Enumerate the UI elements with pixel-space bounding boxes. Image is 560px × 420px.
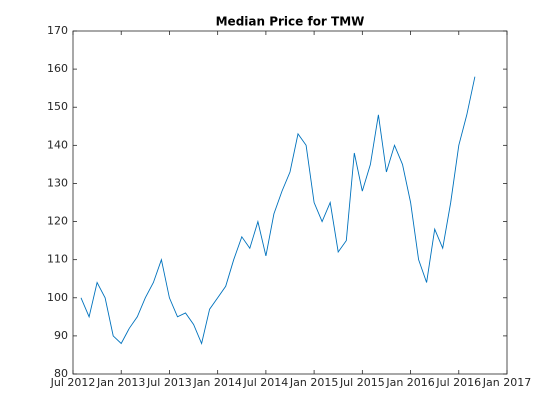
x-tick-label: Jul 2014 [243, 376, 289, 389]
y-tick-label: 120 [47, 215, 68, 228]
y-tick-label: 170 [47, 24, 68, 37]
x-tick-label: Jul 2012 [50, 376, 96, 389]
y-tick-label: 90 [54, 329, 68, 342]
y-tick-label: 100 [47, 291, 68, 304]
x-tick-label: Jan 2015 [289, 376, 338, 389]
y-tick-label: 160 [47, 62, 68, 75]
y-tick-label: 150 [47, 100, 68, 113]
y-tick-label: 140 [47, 138, 68, 151]
x-tick-label: Jul 2013 [146, 376, 192, 389]
x-tick-label: Jul 2016 [435, 376, 481, 389]
y-tick-label: 110 [47, 253, 68, 266]
x-tick-label: Jan 2014 [192, 376, 241, 389]
x-tick-label: Jan 2013 [96, 376, 145, 389]
chart-title: Median Price for TMW [216, 15, 365, 29]
x-tick-label: Jan 2017 [482, 376, 531, 389]
x-tick-label: Jul 2015 [339, 376, 385, 389]
plot-box [72, 30, 508, 375]
y-tick-label: 80 [54, 367, 68, 380]
y-tick-label: 130 [47, 176, 68, 189]
price-line [80, 76, 476, 345]
x-tick-label: Jan 2016 [385, 376, 434, 389]
